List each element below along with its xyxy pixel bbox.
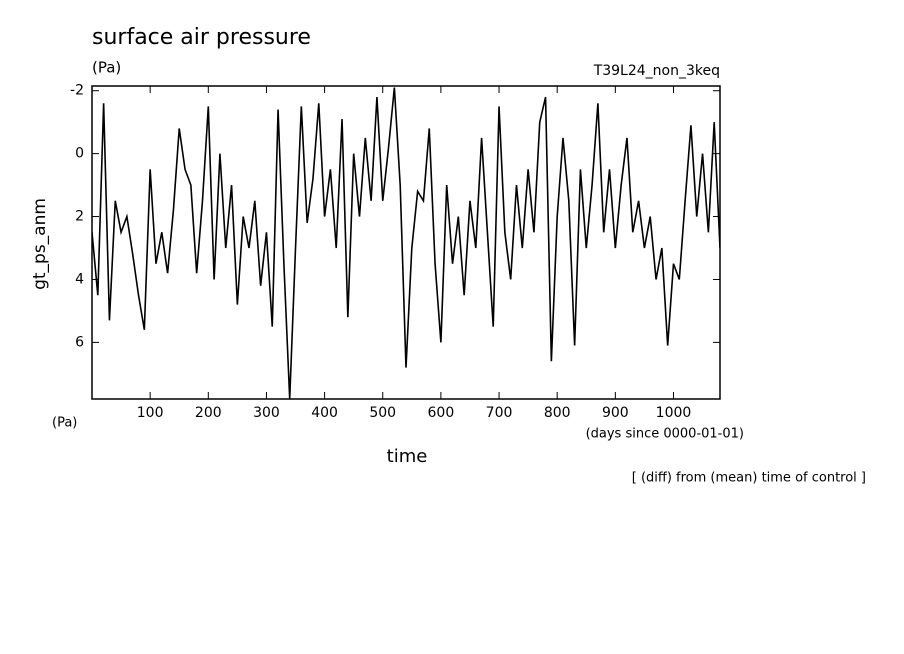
chart-title: surface air pressure [92,25,311,50]
y-tick-label: 6 [75,334,84,350]
y-axis-label: gt_ps_anm [30,198,50,290]
y-tick-label: 4 [75,271,84,287]
x-tick-label: 300 [253,405,280,421]
run-label: T39L24_non_3keq [593,63,720,79]
y-tick-label: 2 [75,209,84,225]
y-tick-label: -2 [70,83,84,99]
y-tick-label: 0 [75,146,84,162]
x-tick-label: 900 [602,405,629,421]
unit-label: (Pa) [52,416,77,431]
x-axis-label: time [387,446,428,467]
x-tick-label: 800 [544,405,571,421]
unit-label: (Pa) [92,59,121,77]
x-tick-label: 1000 [656,405,692,421]
note: [ (diff) from (mean) time of control ] [632,471,866,486]
data-line [92,87,720,399]
x-tick-label: 100 [137,405,164,421]
x-tick-label: 400 [311,405,338,421]
x-tick-label: 200 [195,405,222,421]
x-unit-label: (days since 0000-01-01) [586,427,744,442]
x-tick-label: 700 [486,405,513,421]
x-tick-label: 500 [369,405,396,421]
x-tick-label: 600 [428,405,455,421]
